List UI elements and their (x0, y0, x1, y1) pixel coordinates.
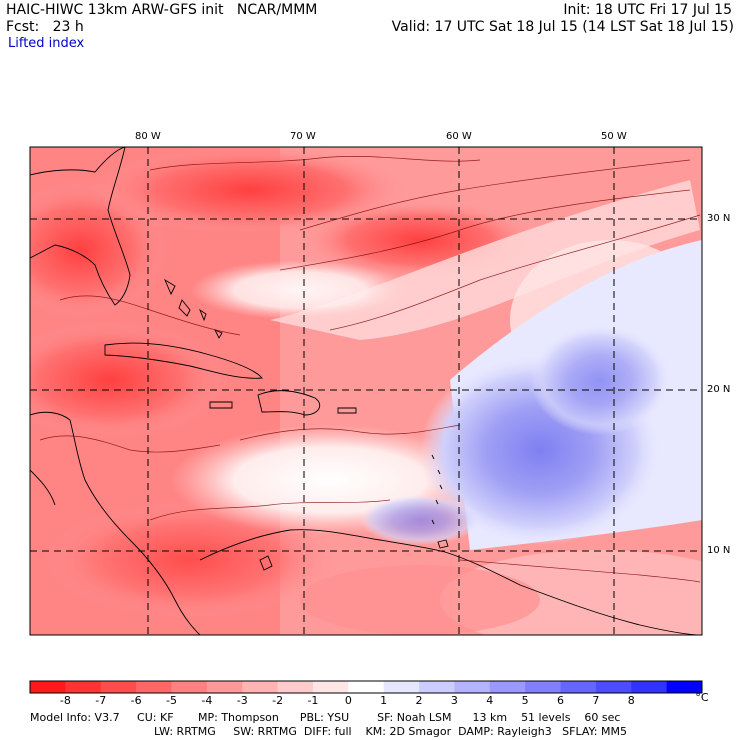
colorbar-tick-label: 0 (344, 694, 352, 707)
lon-label-80w: 80 W (135, 131, 161, 142)
colorbar-tick-label: -4 (201, 694, 213, 707)
colorbar-tick-label: -5 (165, 694, 177, 707)
colorbar-tick-label: -7 (95, 694, 107, 707)
lon-label-70w: 70 W (290, 131, 316, 142)
colorbar-swatch (348, 681, 385, 693)
map-frame (29, 146, 703, 636)
colorbar-swatch (560, 681, 597, 693)
lat-label-10n: 10 N (707, 545, 731, 556)
colorbar-swatch (419, 681, 455, 693)
colorbar-frame (29, 680, 703, 694)
lat-label-20n: 20 N (707, 384, 731, 395)
colorbar-swatch (666, 681, 703, 693)
colorbar-tick-label: 2 (415, 694, 423, 707)
colorbar-tick-label: 3 (450, 694, 458, 707)
lat-lon-grid (30, 147, 702, 635)
colorbar-swatch (30, 681, 66, 693)
lon-label-50w: 50 W (601, 131, 627, 142)
contour-lines (39, 156, 701, 583)
colorbar-tick-label: 5 (521, 694, 529, 707)
colorbar-swatch (65, 681, 102, 693)
colorbar-tick-label: 6 (557, 694, 565, 707)
colorbar-swatch (100, 681, 137, 693)
colorbar (30, 681, 703, 693)
colorbar-swatch (525, 681, 562, 693)
colorbar-swatch (631, 681, 668, 693)
lat-label-30n: 30 N (707, 213, 731, 224)
colorbar-tick-label: 4 (486, 694, 494, 707)
field-name: Lifted index (8, 36, 85, 51)
colorbar-tick-label: 1 (380, 694, 388, 707)
map-field (30, 147, 702, 635)
colorbar-tick-label: -3 (236, 694, 248, 707)
lon-label-60w: 60 W (446, 131, 472, 142)
map-title: HAIC-HIWC 13km ARW-GFS init NCAR/MMM (6, 2, 318, 18)
colorbar-swatch (277, 681, 314, 693)
colorbar-tick-label: -8 (59, 694, 71, 707)
colorbar-tick-label: -6 (130, 694, 142, 707)
valid-time: Valid: 17 UTC Sat 18 Jul 15 (14 LST Sat … (391, 19, 734, 35)
colorbar-unit: °C (695, 691, 709, 704)
colorbar-swatch (312, 681, 349, 693)
model-info-line2: LW: RRTMG SW: RRTMG DIFF: full KM: 2D Sm… (154, 725, 627, 738)
colorbar-swatch (171, 681, 208, 693)
colorbar-swatch (454, 681, 491, 693)
colorbar-tick-label: -1 (307, 694, 319, 707)
forecast-hour: Fcst: 23 h (6, 19, 84, 35)
init-time: Init: 18 UTC Fri 17 Jul 15 (563, 2, 732, 18)
coastlines (30, 147, 702, 635)
colorbar-swatch (595, 681, 632, 693)
colorbar-swatch (206, 681, 243, 693)
colorbar-swatch (489, 681, 526, 693)
colorbar-swatch (383, 681, 420, 693)
colorbar-tick-label: 8 (627, 694, 635, 707)
colorbar-swatch (136, 681, 172, 693)
colorbar-tick-label: 7 (592, 694, 600, 707)
colorbar-tick-label: -2 (272, 694, 284, 707)
colorbar-swatch (242, 681, 279, 693)
model-info-line1: Model Info: V3.7 CU: KF MP: Thompson PBL… (30, 711, 621, 724)
